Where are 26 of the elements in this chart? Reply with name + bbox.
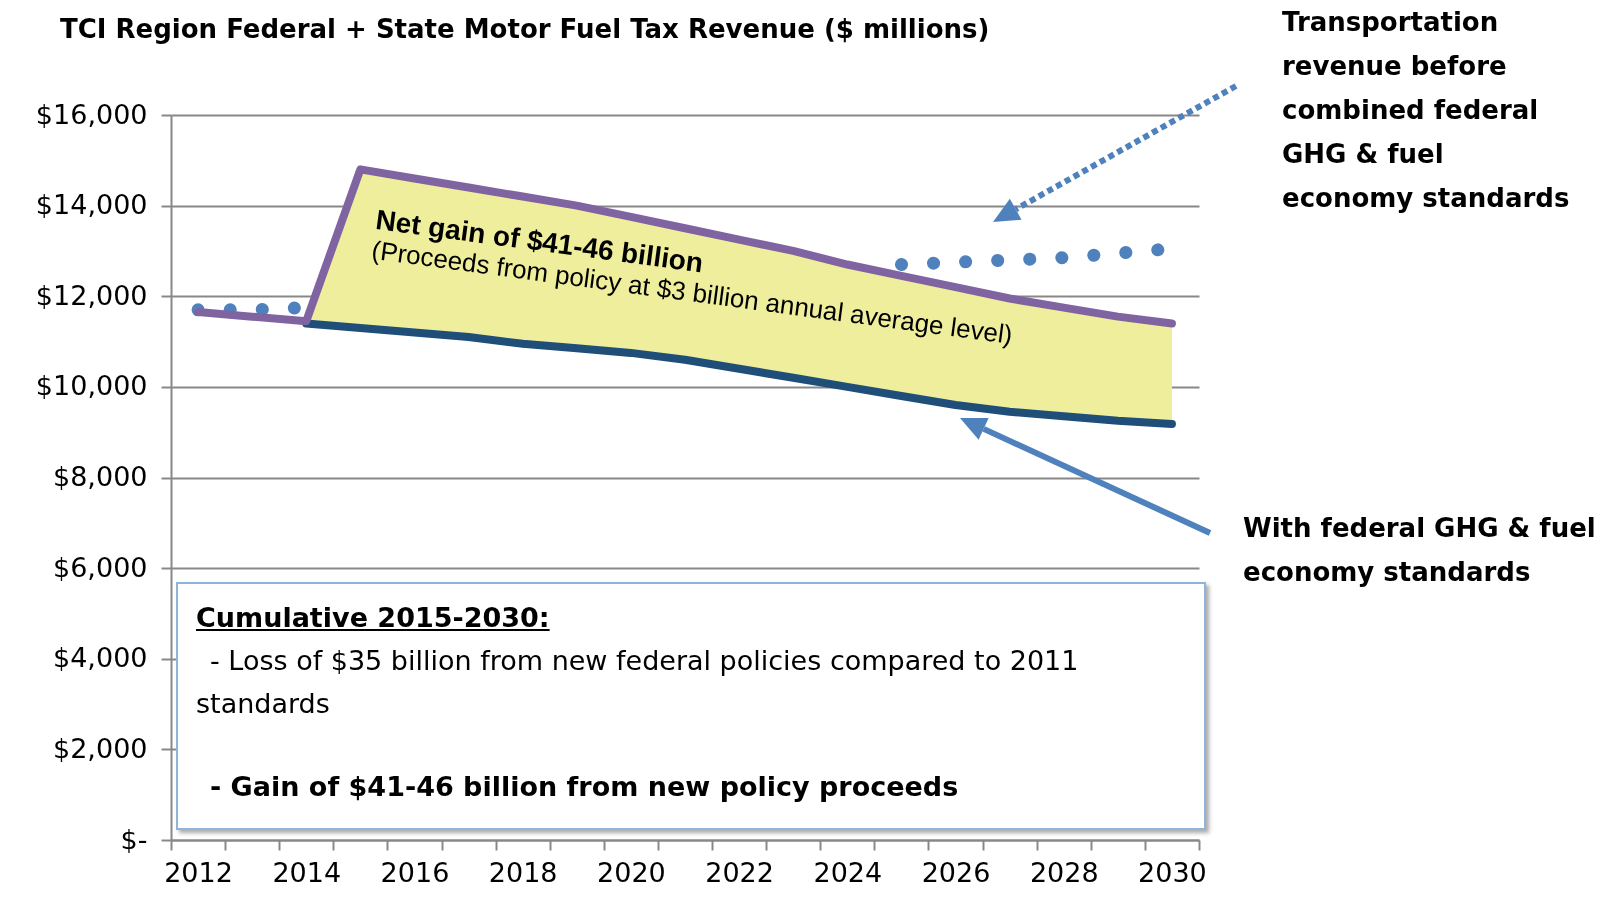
y-tick-label: $14,000 [35,189,148,221]
y-tick-label: $6,000 [53,551,148,583]
text: With federal GHG & fuel economy standards [1243,512,1597,589]
annotation: Cumulative 2015-2030: [196,601,551,635]
text: Transportation revenue before combined federal GHG & fuel economy standards [1282,6,1571,215]
x-tick-label: 2012 [164,856,233,888]
y-tick-label: $- [120,823,148,855]
chart-title: TCI Region Federal + State Motor Fuel Tax Revenue ($ millions) [60,14,990,44]
text-box: Cumulative 2015-2030: - Loss of $35 billion from new federal policies compared to 2011 standards - Gain of $41-46 billion from new policy proceeds [176,582,1206,830]
y-tick-label: $4,000 [53,642,148,674]
x-tick-label: 2018 [488,856,558,888]
y-tick-label: $8,000 [53,461,148,492]
x-tick-label: 2030 [1138,856,1207,888]
y-tick-label: $12,000 [35,279,148,311]
annotation: - Gain of $41-46 billion from new policy proceeds [209,770,960,804]
y-tick-label: $2,000 [53,732,148,764]
x-tick-label: 2022 [705,856,774,888]
y-tick-label: $10,000 [35,370,148,402]
x-tick-label: 2028 [1029,856,1099,888]
x-tick-label: 2024 [813,856,883,888]
x-tick-label: 2020 [597,856,666,888]
y-tick-label: $16,000 [35,98,148,130]
x-tick-label: 2016 [380,856,450,888]
x-tick-label: 2026 [921,856,991,888]
annotation: - Loss of $35 billion from new federal policies compared to 2011 standards [196,644,1080,721]
x-tick-label: 2014 [272,856,342,888]
